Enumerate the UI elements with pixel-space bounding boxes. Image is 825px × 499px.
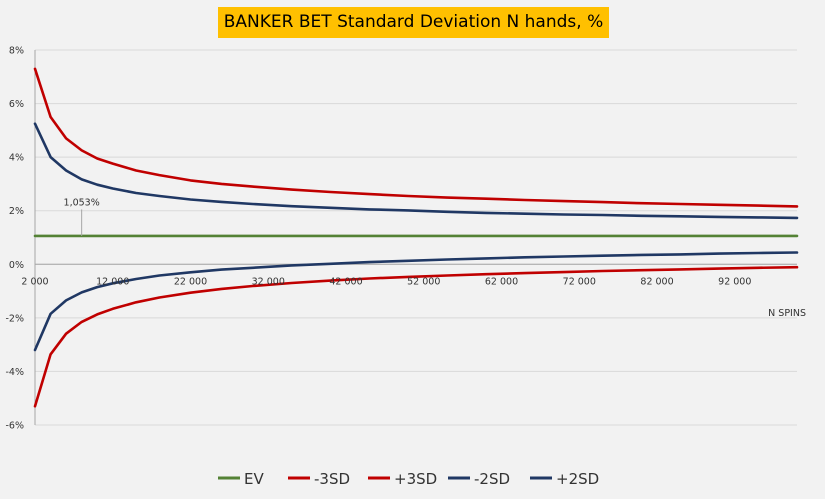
series-line-3sd [33, 265, 799, 408]
y-tick-label: -4% [6, 367, 25, 378]
y-tick-label: -6% [6, 421, 25, 432]
y-tick-label: 6% [9, 99, 24, 110]
series-line-2sd [33, 251, 799, 352]
series-line-3sd [33, 67, 799, 208]
y-tick-label: 2% [9, 206, 24, 217]
series-lines [33, 67, 799, 408]
gridlines [35, 49, 797, 426]
annotation: 1,053% [64, 197, 100, 236]
y-tick-label: -2% [6, 313, 25, 324]
x-tick-label: 22 000 [174, 276, 207, 287]
y-tick-label: 0% [9, 260, 24, 271]
x-tick-label: 92 000 [718, 276, 751, 287]
legend-label: EV [244, 470, 264, 488]
legend-label: +2SD [556, 470, 599, 488]
series-line-2sd [33, 122, 799, 220]
x-tick-label: 2 000 [21, 276, 48, 287]
axes [34, 50, 797, 425]
x-tick-label: 32 000 [252, 276, 285, 287]
x-tick-label: 82 000 [640, 276, 673, 287]
x-axis-label: N SPINS [768, 308, 806, 319]
x-tick-label: 52 000 [407, 276, 440, 287]
legend-label: -3SD [314, 470, 350, 488]
legend: EV -3SD +3SD -2SD +2SD [218, 470, 599, 488]
y-tick-label: 8% [9, 46, 24, 57]
legend-label: -2SD [474, 470, 510, 488]
x-tick-label: 72 000 [563, 276, 596, 287]
legend-label: +3SD [394, 470, 437, 488]
tick-labels: 8% 6% 4% 2% 0% -2% -4% -6% 2 000 12 000 22 000 32 0… [6, 46, 752, 432]
x-tick-label: 42 000 [329, 276, 362, 287]
x-tick-label: 62 000 [485, 276, 518, 287]
annotation-label: 1,053% [64, 197, 100, 208]
x-tick-label: 12 000 [96, 276, 129, 287]
y-tick-label: 4% [9, 153, 24, 164]
chart-title: BANKER BET Standard Deviation N hands, % [218, 7, 609, 38]
